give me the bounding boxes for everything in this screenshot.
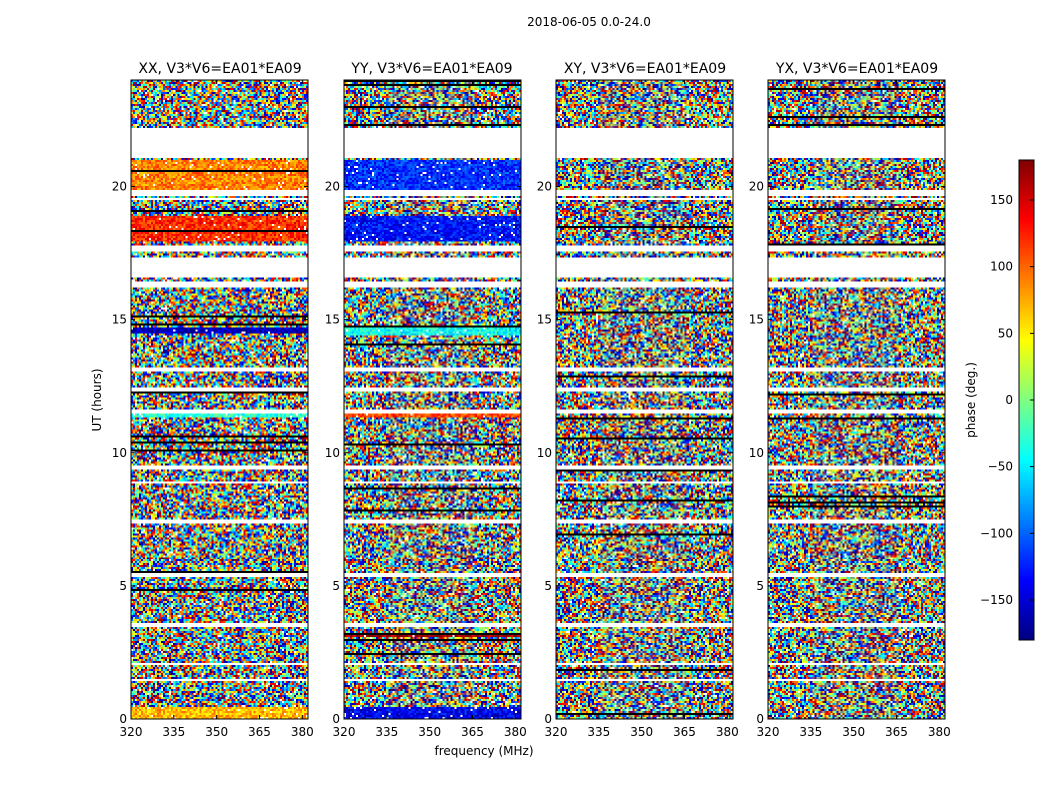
x-tick-label: 335 (162, 725, 185, 739)
heatmap-yx (768, 80, 945, 719)
x-tick-label: 365 (885, 725, 908, 739)
x-axis-label: frequency (MHz) (434, 744, 533, 758)
panel-title-xx: XX, V3*V6=EA01*EA09 (138, 61, 301, 77)
x-tick-label: 350 (630, 725, 653, 739)
x-tick-label: 335 (375, 725, 398, 739)
x-tick-label: 350 (205, 725, 228, 739)
x-tick-label: 320 (120, 725, 143, 739)
y-tick-label: 0 (544, 712, 552, 726)
x-tick-label: 320 (333, 725, 356, 739)
x-tick-label: 350 (418, 725, 441, 739)
y-tick-label: 0 (119, 712, 127, 726)
y-tick-label: 20 (749, 180, 764, 194)
colorbar (1019, 160, 1034, 640)
colorbar-tick-label: −100 (980, 526, 1013, 540)
panel-frame-xy (555, 79, 734, 720)
x-tick-label: 350 (842, 725, 865, 739)
colorbar-tick-label: 50 (998, 326, 1013, 340)
colorbar-label: phase (deg.) (964, 362, 978, 438)
y-tick-label: 5 (119, 579, 127, 593)
y-tick-label: 15 (537, 313, 552, 327)
panel-title-yy: YY, V3*V6=EA01*EA09 (350, 61, 512, 77)
y-tick-label: 5 (756, 579, 764, 593)
x-tick-label: 320 (757, 725, 780, 739)
colorbar-tick-label: 0 (1005, 393, 1013, 407)
y-tick-label: 15 (325, 313, 340, 327)
y-axis-label: UT (hours) (90, 368, 104, 431)
x-tick-label: 335 (799, 725, 822, 739)
figure-title: 2018-06-05 0.0-24.0 (527, 15, 651, 29)
y-tick-label: 0 (756, 712, 764, 726)
y-tick-label: 20 (112, 180, 127, 194)
colorbar-tick-label: −150 (980, 593, 1013, 607)
panel-frame-yx (767, 79, 946, 720)
heatmap-xy (556, 80, 733, 719)
y-tick-label: 20 (537, 180, 552, 194)
y-tick-label: 15 (112, 313, 127, 327)
x-tick-label: 365 (248, 725, 271, 739)
y-tick-label: 5 (544, 579, 552, 593)
colorbar-tick-label: −50 (988, 460, 1013, 474)
panel-title-xy: XY, V3*V6=EA01*EA09 (564, 61, 726, 77)
colorbar-tick-label: 100 (990, 260, 1013, 274)
heatmap-yy (344, 80, 521, 719)
panel-frame-yy (343, 79, 522, 720)
y-tick-label: 10 (749, 446, 764, 460)
x-tick-label: 365 (673, 725, 696, 739)
heatmap-xx (131, 80, 308, 719)
y-tick-label: 15 (749, 313, 764, 327)
x-tick-label: 380 (928, 725, 951, 739)
x-tick-label: 335 (587, 725, 610, 739)
x-tick-label: 380 (716, 725, 739, 739)
y-tick-label: 5 (332, 579, 340, 593)
x-tick-label: 380 (291, 725, 314, 739)
x-tick-label: 365 (461, 725, 484, 739)
ticks-layer: 320 335 350 365 380 0 5 10 15 20 320 335 350 365 380 0 5… (112, 79, 1035, 739)
panel-title-yx: YX, V3*V6=EA01*EA09 (775, 61, 938, 77)
y-tick-label: 10 (537, 446, 552, 460)
colorbar-tick-label: 150 (990, 193, 1013, 207)
y-tick-label: 20 (325, 180, 340, 194)
y-tick-label: 0 (332, 712, 340, 726)
panel-frame-xx (130, 79, 309, 720)
y-tick-label: 10 (325, 446, 340, 460)
x-tick-label: 380 (504, 725, 527, 739)
x-tick-label: 320 (545, 725, 568, 739)
y-tick-label: 10 (112, 446, 127, 460)
